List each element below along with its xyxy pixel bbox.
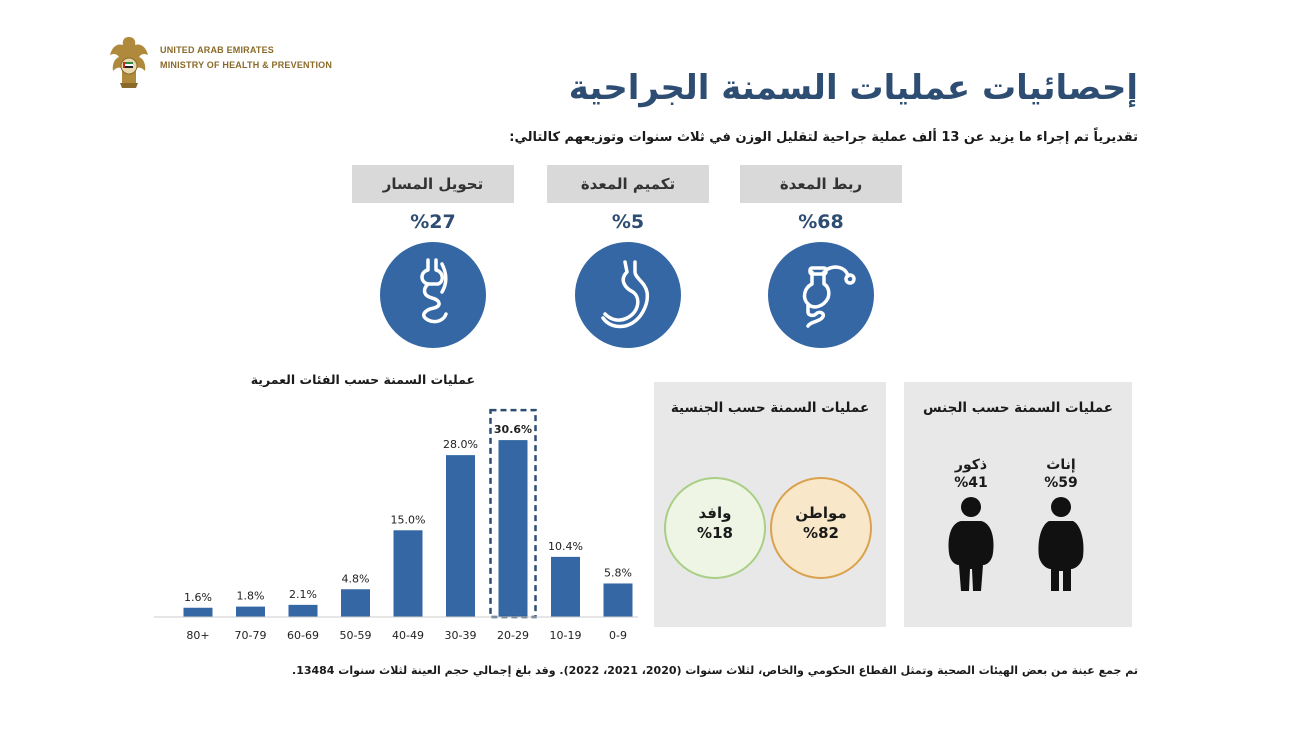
bar-50-59: [341, 589, 370, 617]
stomach-icon: [575, 242, 681, 348]
tick-label-20-29: 20-29: [497, 629, 529, 642]
uae-falcon-emblem-icon: [110, 37, 148, 88]
nationality-panel: عمليات السمنة حسب الجنسية مواطن %82 وافد…: [654, 382, 886, 627]
value-label-0-9: 5.8%: [604, 566, 632, 579]
footnote: تم جمع عينة من بعض الهيئات الصحية وتمثل …: [292, 664, 1138, 677]
resident-pct: %18: [697, 524, 733, 542]
female-stat: إناث %59: [1026, 457, 1096, 595]
gastric-bypass-icon: [380, 242, 486, 348]
bar-0-9: [603, 583, 633, 617]
chart-title: عمليات السمنة حسب الفئات العمرية: [250, 372, 475, 387]
value-label-40-49: 15.0%: [391, 513, 426, 526]
value-label-10-19: 10.4%: [548, 540, 583, 553]
resident-bubble: وافد %18: [664, 477, 766, 579]
bar-40-49: [393, 530, 423, 617]
age-bar-chart: 5.8% 0-9 10.4% 10-19 30.6% 20-29 28.0% 30-39 15.…: [154, 408, 638, 642]
citizen-label: مواطن: [795, 504, 847, 522]
value-label-70-79: 1.8%: [237, 590, 265, 603]
bar-70-79: [236, 606, 265, 617]
resident-label: وافد: [698, 504, 732, 522]
female-label: إناث: [1046, 457, 1076, 473]
surgery-type-label: تكميم المعدة: [547, 165, 709, 203]
page-subtitle: تقديرياً تم إجراء ما يزيد عن 13 ألف عملي…: [509, 130, 1138, 145]
tick-label-30-39: 30-39: [445, 629, 477, 642]
citizen-bubble: مواطن %82: [770, 477, 872, 579]
surgery-type-sleeve: تكميم المعدة %5: [547, 165, 709, 348]
bar-20-29: [498, 440, 528, 617]
bar-10-19: [551, 556, 580, 617]
value-label-50-59: 4.8%: [342, 572, 370, 585]
female-figure-icon: [1038, 497, 1084, 591]
surgery-type-pct: %68: [798, 211, 844, 233]
male-figure-icon: [948, 497, 994, 591]
value-label-30-39: 28.0%: [443, 438, 478, 451]
bar-80+: [183, 607, 213, 617]
surgery-type-label: تحويل المسار: [352, 165, 514, 203]
surgery-type-pct: %5: [611, 211, 645, 233]
gender-panel-title: عمليات السمنة حسب الجنس: [923, 400, 1113, 416]
tick-label-50-59: 50-59: [340, 629, 372, 642]
tick-label-60-69: 60-69: [287, 629, 319, 642]
male-label: ذكور: [954, 457, 988, 473]
tick-label-0-9: 0-9: [609, 629, 627, 642]
male-stat: ذكور %41: [936, 457, 1006, 595]
surgery-type-gastric-band: ربط المعدة %68: [740, 165, 902, 348]
value-label-80+: 1.6%: [184, 591, 212, 604]
surgery-type-bypass: تحويل المسار %27: [352, 165, 514, 348]
surgery-type-label: ربط المعدة: [740, 165, 902, 203]
tick-label-40-49: 40-49: [392, 629, 424, 642]
org-name-line1: UNITED ARAB EMIRATES: [160, 45, 274, 55]
gastric-band-icon: [768, 242, 874, 348]
value-label-60-69: 2.1%: [289, 588, 317, 601]
surgery-type-pct: %27: [410, 211, 456, 233]
female-pct: %59: [1044, 475, 1078, 491]
nationality-panel-title: عمليات السمنة حسب الجنسية: [670, 400, 870, 416]
gender-panel: عمليات السمنة حسب الجنس إناث %59 ذكور %4…: [904, 382, 1132, 627]
value-label-20-29: 30.6%: [494, 423, 532, 436]
bar-30-39: [446, 455, 475, 617]
tick-label-10-19: 10-19: [550, 629, 582, 642]
page-title: إحصائيات عمليات السمنة الجراحية: [568, 68, 1138, 108]
tick-label-80+: 80+: [186, 629, 209, 642]
tick-label-70-79: 70-79: [235, 629, 267, 642]
bar-60-69: [288, 604, 318, 617]
org-name-line2: MINISTRY OF HEALTH & PREVENTION: [160, 60, 333, 70]
male-pct: %41: [954, 475, 988, 491]
citizen-pct: %82: [803, 524, 839, 542]
